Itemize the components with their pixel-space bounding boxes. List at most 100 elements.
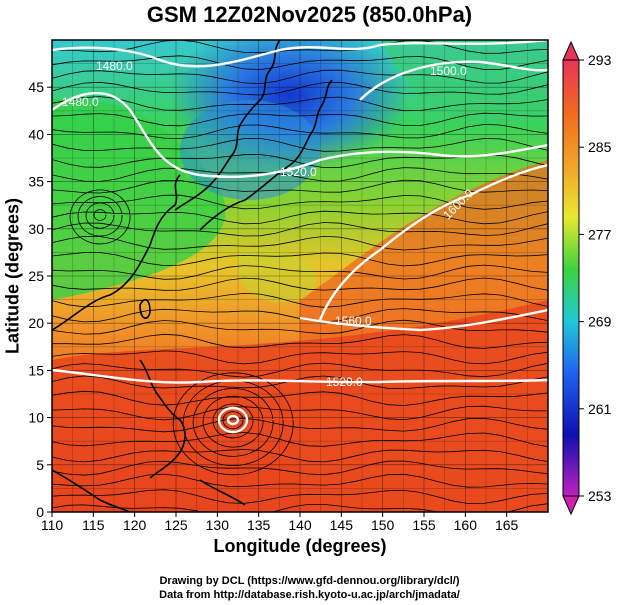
streamline: [52, 489, 548, 504]
contour-1520-mid: [52, 91, 548, 179]
streamline: [52, 194, 548, 210]
y-axis-label: Latitude (degrees): [2, 197, 23, 355]
y-tick-label: 45: [28, 79, 44, 95]
streamline: [52, 112, 548, 127]
contour-1500-east: [359, 60, 548, 101]
y-tick-label: 5: [36, 457, 44, 473]
contour-label: 1520.0: [326, 375, 363, 389]
x-tick-label: 155: [412, 517, 436, 533]
x-tick-label: 165: [495, 517, 519, 533]
colorbar-label: 277: [588, 226, 612, 242]
x-axis-label: Longitude (degrees): [213, 536, 387, 556]
y-tick-label: 40: [28, 126, 44, 142]
x-tick-label: 160: [454, 517, 478, 533]
credit-data: Data from http://database.rish.kyoto-u.a…: [159, 589, 460, 601]
streamline: [52, 96, 548, 112]
streamline: [52, 333, 548, 349]
coastline-borneo: [52, 469, 131, 512]
streamline: [172, 372, 294, 476]
y-tick-label: 20: [28, 315, 44, 331]
x-tick-label: 150: [371, 517, 395, 533]
y-axis-ticks: 0 5 10 15 20 25 30 35 40 45: [28, 79, 52, 520]
streamline: [52, 55, 548, 70]
streamline: [52, 210, 548, 225]
x-tick-label: 130: [206, 517, 230, 533]
x-tick-label: 125: [164, 517, 188, 533]
x-tick-label: 135: [247, 517, 271, 533]
contour-1520-south: [52, 368, 548, 384]
wind-streamlines: [52, 40, 548, 512]
coastline-korea-manchuria: [174, 40, 281, 211]
colorbar-label: 293: [588, 52, 612, 68]
streamline: [77, 196, 123, 237]
x-tick-label: 145: [330, 517, 354, 533]
coastline-new-guinea: [199, 479, 246, 506]
colorbar-label: 285: [588, 139, 612, 155]
streamline: [212, 403, 254, 439]
colorbar-label: 253: [588, 488, 612, 504]
geopotential-contours: [52, 40, 548, 434]
streamline: [52, 124, 548, 140]
colorbar-label: 269: [588, 314, 612, 330]
contour-label: 1560.0: [335, 314, 372, 328]
streamline: [52, 308, 548, 323]
streamline: [52, 362, 548, 378]
streamline: [222, 411, 244, 430]
y-tick-label: 35: [28, 174, 44, 190]
streamline: [52, 473, 548, 488]
contour-label: 1480.0: [62, 95, 99, 109]
colorbar-label: 261: [588, 401, 612, 417]
x-tick-label: 140: [288, 517, 312, 533]
streamline: [52, 81, 548, 96]
streamline: [52, 460, 548, 476]
streamline: [52, 137, 548, 152]
y-tick-label: 15: [28, 362, 44, 378]
colorbar-ticks: 293 285 277 269 261 253: [579, 52, 612, 504]
y-tick-label: 25: [28, 268, 44, 284]
lat-lon-grid: [51, 40, 548, 513]
chart-title: GSM 12Z02Nov2025 (850.0hPa): [146, 2, 473, 27]
contour-1600: [318, 163, 548, 321]
contour-label: 1520.0: [280, 165, 317, 179]
streamline: [52, 417, 548, 433]
contour-1500-north: [379, 40, 548, 47]
colorbar-min-arrow: [562, 495, 580, 516]
coastline-japan: [199, 79, 333, 231]
credit-drawing: Drawing by DCL (https://www.gfd-dennou.o…: [159, 575, 460, 587]
streamline: [52, 179, 548, 194]
streamline: [93, 209, 107, 221]
streamline: [52, 252, 548, 267]
streamline: [202, 395, 264, 448]
streamline: [52, 449, 548, 463]
typhoon-contour: [217, 406, 249, 434]
coastlines: [52, 40, 333, 512]
colorbar-body: [562, 59, 580, 497]
streamline: [52, 69, 548, 85]
streamline: [52, 167, 548, 182]
contour-label: 1480.0: [96, 59, 133, 73]
x-tick-label: 115: [82, 517, 105, 533]
x-axis-ticks: 110 115 120 125 130 135 140 145 150 155 160 165: [41, 512, 519, 533]
streamline: [85, 202, 115, 229]
y-tick-label: 0: [36, 504, 44, 520]
contour-label: 1500.0: [430, 64, 467, 78]
coastline-china: [52, 174, 181, 331]
typhoon-eye: [226, 414, 240, 426]
streamline: [52, 292, 548, 308]
x-tick-label: 120: [123, 517, 147, 533]
streamline: [52, 405, 548, 421]
streamline: [52, 319, 548, 335]
y-tick-label: 30: [28, 221, 44, 237]
streamline: [52, 432, 548, 447]
streamline: [52, 350, 548, 365]
coastline-taiwan: [139, 298, 151, 319]
streamline: [52, 390, 548, 406]
colorbar: 293 285 277 269 261 253: [562, 40, 612, 516]
streamline: [69, 189, 131, 245]
y-tick-label: 10: [28, 410, 44, 426]
coastline-philippines: [139, 359, 186, 479]
contour-1560: [299, 308, 548, 332]
colorbar-max-arrow: [562, 40, 580, 61]
streamline: [52, 264, 548, 280]
